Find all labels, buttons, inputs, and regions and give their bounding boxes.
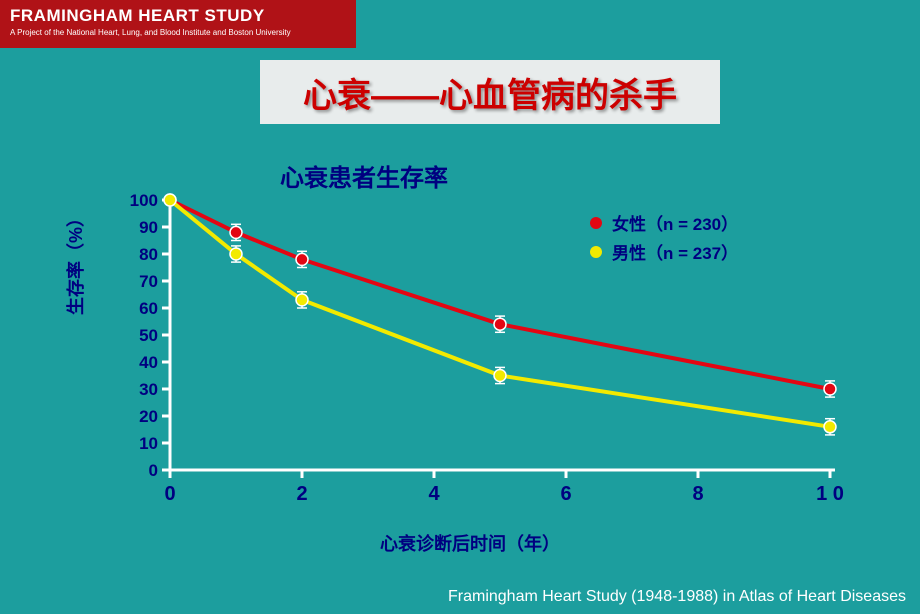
legend-item: 女性（n = 230） xyxy=(590,210,738,235)
svg-text:50: 50 xyxy=(139,326,158,345)
survival-chart: 0102030405060708090100024681 0 xyxy=(110,190,850,530)
slide-title-box: 心衰——心血管病的杀手 xyxy=(260,60,720,124)
x-axis-label: 心衰诊断后时间（年） xyxy=(380,530,560,556)
legend-item: 男性（n = 237） xyxy=(590,239,738,264)
svg-text:40: 40 xyxy=(139,353,158,372)
svg-text:1 0: 1 0 xyxy=(816,483,844,505)
svg-text:90: 90 xyxy=(139,218,158,237)
footer-citation: Framingham Heart Study (1948-1988) in At… xyxy=(448,588,906,606)
svg-text:30: 30 xyxy=(139,380,158,399)
y-axis-label: 生存率（%） xyxy=(62,209,88,315)
svg-text:20: 20 xyxy=(139,407,158,426)
svg-text:6: 6 xyxy=(560,483,571,505)
svg-text:60: 60 xyxy=(139,299,158,318)
header-bar: FRAMINGHAM HEART STUDY A Project of the … xyxy=(0,0,356,48)
legend-label: 男性（n = 237） xyxy=(612,239,738,264)
svg-text:4: 4 xyxy=(428,483,440,505)
svg-text:100: 100 xyxy=(130,191,158,210)
legend-dot-icon xyxy=(590,246,602,258)
svg-text:8: 8 xyxy=(692,483,703,505)
legend-dot-icon xyxy=(590,217,602,229)
svg-text:0: 0 xyxy=(164,483,175,505)
header-title: FRAMINGHAM HEART STUDY xyxy=(10,6,346,26)
svg-text:0: 0 xyxy=(149,461,158,480)
chart-subtitle: 心衰患者生存率 xyxy=(280,158,448,193)
chart-legend: 女性（n = 230） 男性（n = 237） xyxy=(590,210,738,268)
slide-title: 心衰——心血管病的杀手 xyxy=(303,68,677,117)
svg-text:70: 70 xyxy=(139,272,158,291)
svg-text:2: 2 xyxy=(296,483,307,505)
svg-text:10: 10 xyxy=(139,434,158,453)
svg-text:80: 80 xyxy=(139,245,158,264)
legend-label: 女性（n = 230） xyxy=(612,210,738,235)
header-subtitle: A Project of the National Heart, Lung, a… xyxy=(10,28,346,37)
